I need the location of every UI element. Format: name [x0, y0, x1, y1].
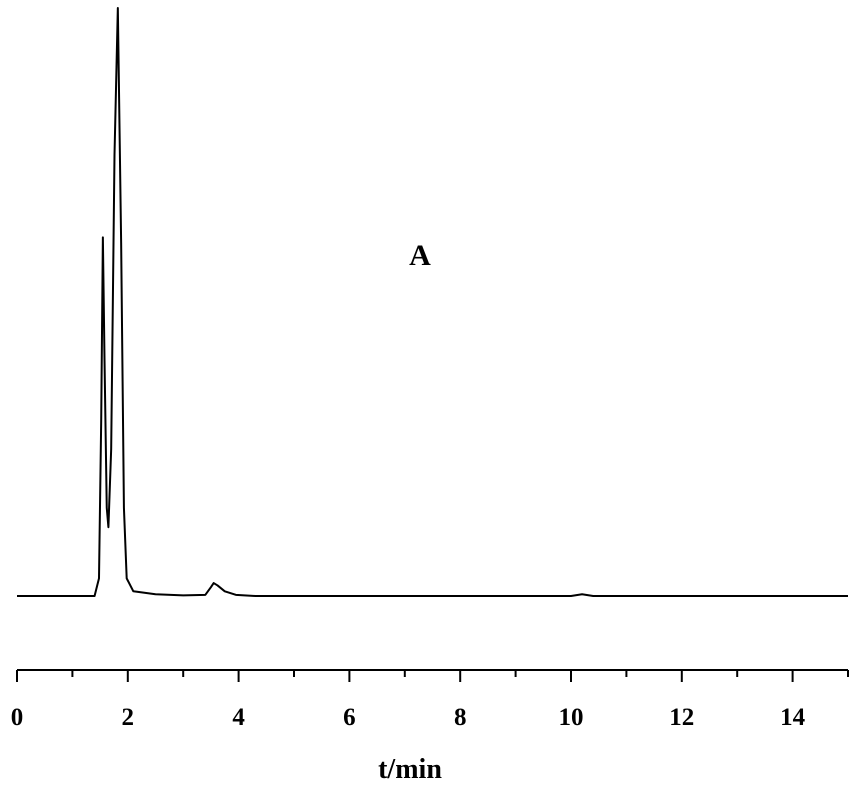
x-tick-label: 14: [780, 704, 806, 731]
x-tick-label: 2: [122, 704, 135, 731]
trace: [17, 7, 848, 597]
x-axis-label: t/min: [378, 754, 442, 785]
x-tick-label: 0: [11, 704, 24, 731]
x-tick-label: 10: [559, 704, 584, 731]
x-tick-label: 8: [454, 704, 467, 731]
x-tick-label: 4: [232, 704, 245, 731]
x-tick-label: 6: [343, 704, 356, 731]
annotation: A: [409, 239, 431, 272]
x-tick-label: 12: [669, 704, 694, 731]
